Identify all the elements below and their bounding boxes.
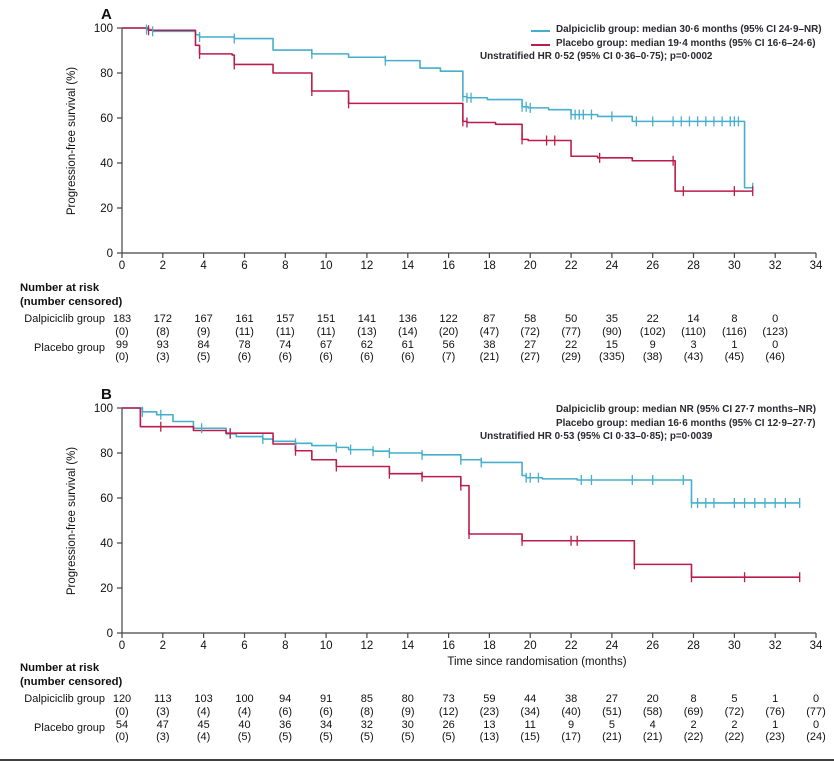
svg-text:30: 30 <box>728 260 741 272</box>
svg-text:40: 40 <box>100 538 113 550</box>
svg-text:0: 0 <box>119 640 125 652</box>
svg-text:30: 30 <box>728 640 741 652</box>
svg-text:8: 8 <box>282 640 288 652</box>
svg-text:16: 16 <box>442 260 455 272</box>
svg-text:20: 20 <box>524 260 537 272</box>
svg-text:4: 4 <box>200 260 207 272</box>
svg-text:16: 16 <box>442 640 455 652</box>
svg-text:18: 18 <box>483 640 496 652</box>
svg-text:2: 2 <box>160 260 166 272</box>
svg-text:4: 4 <box>200 640 207 652</box>
svg-text:26: 26 <box>646 260 659 272</box>
svg-text:0: 0 <box>107 628 113 640</box>
svg-text:34: 34 <box>810 640 823 652</box>
svg-text:8: 8 <box>282 260 288 272</box>
svg-text:0: 0 <box>119 260 125 272</box>
svg-text:0: 0 <box>107 248 113 260</box>
svg-text:100: 100 <box>94 403 113 415</box>
svg-text:22: 22 <box>565 260 578 272</box>
svg-text:32: 32 <box>769 260 782 272</box>
svg-text:14: 14 <box>401 640 414 652</box>
svg-text:10: 10 <box>320 260 333 272</box>
svg-text:12: 12 <box>361 640 374 652</box>
svg-text:24: 24 <box>606 640 619 652</box>
svg-text:20: 20 <box>100 203 113 215</box>
svg-text:14: 14 <box>401 260 414 272</box>
svg-text:12: 12 <box>361 260 374 272</box>
svg-text:22: 22 <box>565 640 578 652</box>
svg-text:2: 2 <box>160 640 166 652</box>
svg-text:60: 60 <box>100 113 113 125</box>
svg-text:20: 20 <box>524 640 537 652</box>
svg-text:28: 28 <box>687 640 700 652</box>
svg-text:6: 6 <box>241 260 247 272</box>
svg-text:28: 28 <box>687 260 700 272</box>
svg-text:32: 32 <box>769 640 782 652</box>
svg-text:26: 26 <box>646 640 659 652</box>
svg-text:18: 18 <box>483 260 496 272</box>
svg-text:34: 34 <box>810 260 823 272</box>
svg-text:100: 100 <box>94 23 113 35</box>
svg-text:60: 60 <box>100 493 113 505</box>
svg-text:24: 24 <box>606 260 619 272</box>
svg-text:80: 80 <box>100 68 113 80</box>
svg-text:40: 40 <box>100 158 113 170</box>
svg-text:80: 80 <box>100 448 113 460</box>
svg-text:20: 20 <box>100 583 113 595</box>
svg-text:10: 10 <box>320 640 333 652</box>
svg-text:6: 6 <box>241 640 247 652</box>
